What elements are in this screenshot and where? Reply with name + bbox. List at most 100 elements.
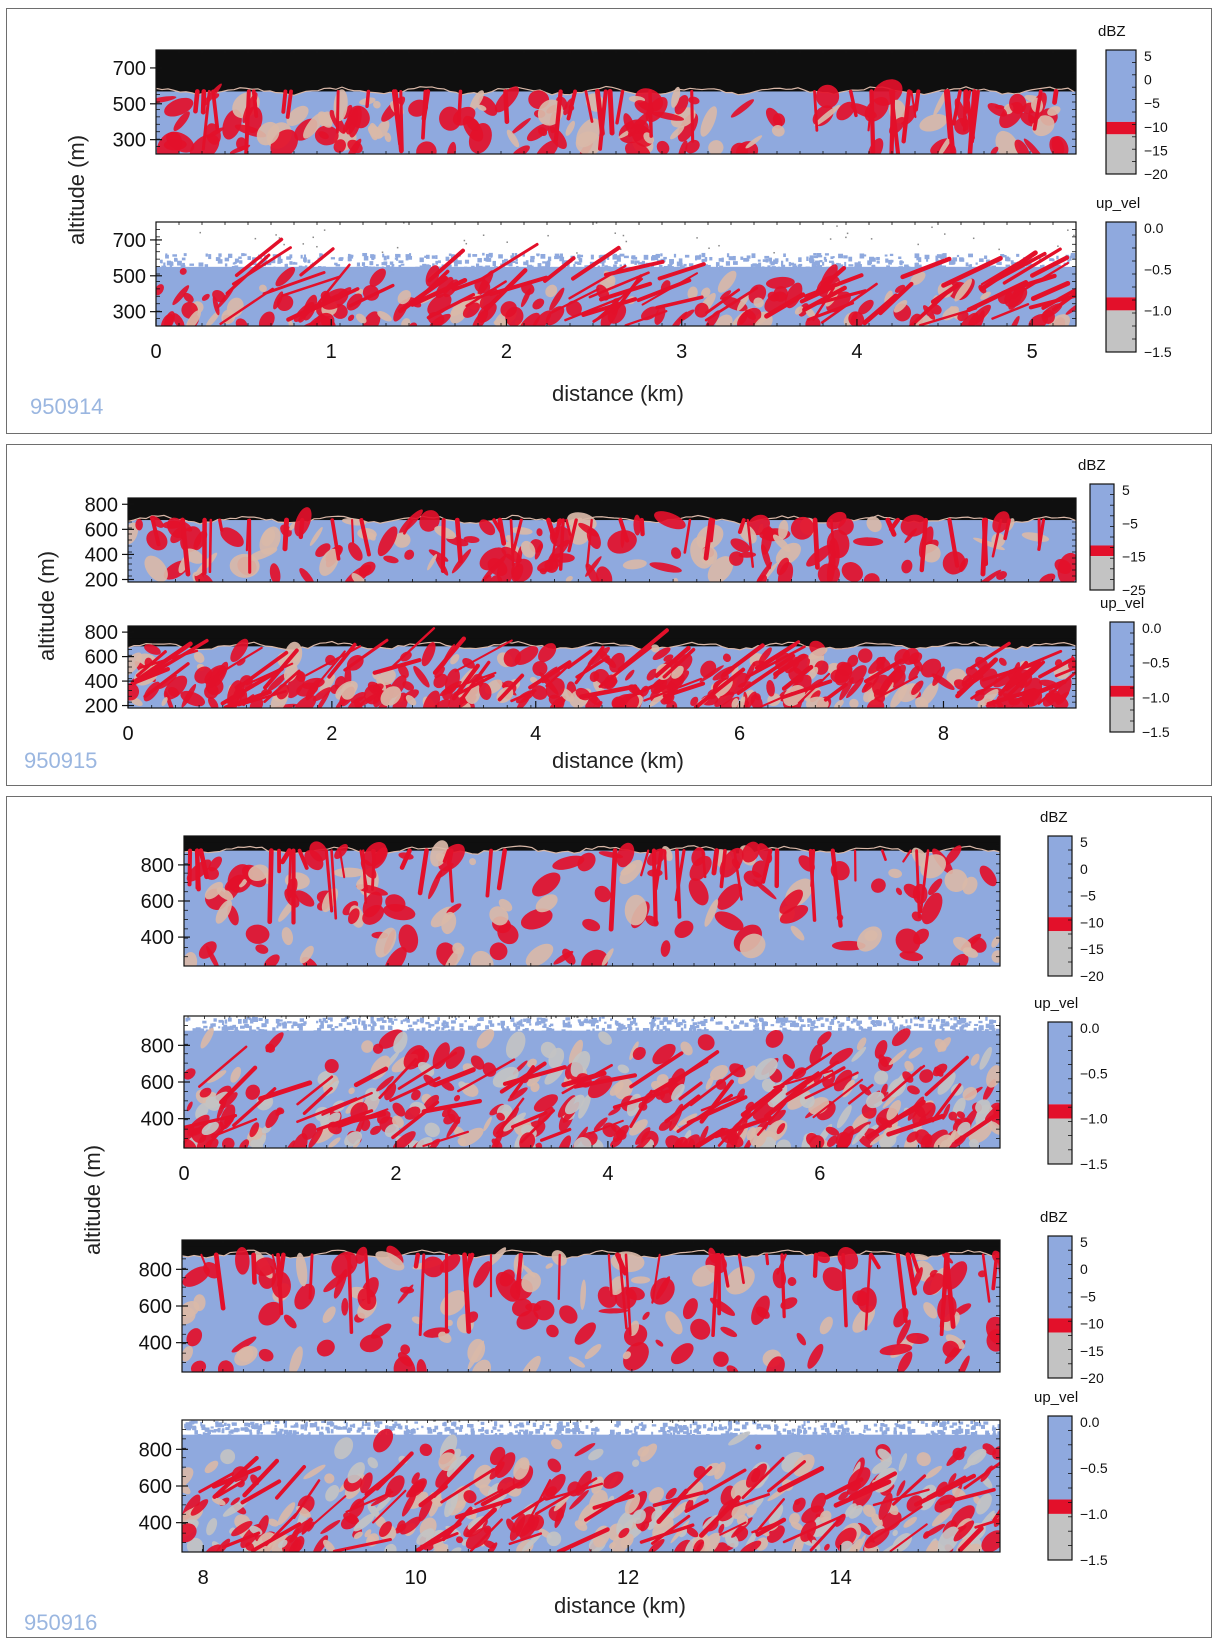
x-tick-label: 14 — [830, 1567, 852, 1589]
colorbar-label: −0.5 — [1080, 1460, 1108, 1476]
x-tick-label: 5 — [1027, 341, 1038, 363]
colorbar-label: 0.0 — [1080, 1020, 1100, 1036]
y-tick-label: 800 — [85, 622, 118, 644]
panel-950915-xlabel: distance (km) — [552, 748, 684, 773]
y-tick-label: 600 — [139, 1476, 172, 1498]
x-tick-label: 2 — [501, 341, 512, 363]
colorbar-label: −1.0 — [1080, 1506, 1108, 1522]
colorbar-title: dBZ — [1078, 457, 1106, 474]
chart-4-dBZ: 400 600 800 dBZ 5 0 −5 −10 −15 −20 — [141, 809, 1104, 984]
y-tick-label: 300 — [113, 130, 146, 152]
x-tick-label: 4 — [602, 1163, 613, 1185]
colorbar-label: 0 — [1144, 72, 1152, 88]
colorbar-gray — [1048, 931, 1072, 976]
colorbar-label: −20 — [1144, 166, 1168, 182]
colorbar-label: −10 — [1080, 1316, 1104, 1332]
field-structures — [128, 626, 1076, 708]
colorbar-label: −5 — [1122, 515, 1138, 531]
colorbar-title: dBZ — [1040, 809, 1068, 826]
field-structures — [182, 1240, 1000, 1372]
y-tick-label: 400 — [141, 1109, 174, 1131]
y-tick-label: 300 — [113, 302, 146, 324]
x-tick-label: 4 — [851, 341, 862, 363]
chart-0-dBZ: 300 500 700 dBZ 5 0 −5 −10 −15 −20 — [113, 23, 1168, 182]
panel-950916-ylabel: altitude (m) — [80, 1145, 105, 1255]
y-tick-label: 800 — [139, 1259, 172, 1281]
colorbar-red — [1110, 685, 1134, 697]
x-tick-label: 8 — [938, 723, 949, 745]
colorbar-dBZ: dBZ 5 0 −5 −10 −15 −20 — [1040, 809, 1104, 984]
x-tick-label: 10 — [405, 1567, 427, 1589]
colorbar-gray — [1106, 134, 1136, 174]
colorbar-title: up_vel — [1100, 595, 1144, 612]
colorbar-label: 0.0 — [1080, 1414, 1100, 1430]
colorbar-label: 5 — [1080, 834, 1088, 850]
colorbar-title: up_vel — [1034, 995, 1078, 1012]
colorbar-label: 0 — [1080, 861, 1088, 877]
y-tick-label: 600 — [139, 1296, 172, 1318]
colorbar-red — [1048, 917, 1072, 932]
y-tick-label: 600 — [141, 891, 174, 913]
colorbar-label: −0.5 — [1080, 1065, 1108, 1081]
colorbar-label: −10 — [1080, 914, 1104, 930]
x-tick-label: 0 — [122, 723, 133, 745]
field-structures — [156, 50, 1076, 154]
colorbar-label: −1.0 — [1142, 689, 1170, 705]
colorbar-blue — [1048, 1416, 1072, 1500]
panel-950914-date: 950914 — [30, 394, 104, 419]
y-tick-label: 400 — [139, 1513, 172, 1535]
colorbar-label: −5 — [1144, 95, 1160, 111]
panel-950914-frame — [6, 8, 1212, 434]
panel-950914-ylabel: altitude (m) — [64, 135, 89, 245]
chart-2-dBZ: 200 400 600 800 dBZ 5 −5 −15 −25 — [85, 457, 1146, 598]
panel-950915-frame — [6, 444, 1212, 786]
colorbar-dBZ: dBZ 5 −5 −15 −25 — [1078, 457, 1146, 598]
field-structures — [156, 222, 1076, 326]
colorbar-label: −1.5 — [1144, 344, 1172, 360]
colorbar-label: 0.0 — [1142, 620, 1162, 636]
x-tick-label: 2 — [390, 1163, 401, 1185]
chart-6-dBZ: 400 600 800 dBZ 5 0 −5 −10 −15 −20 — [139, 1209, 1104, 1386]
colorbar-red — [1106, 121, 1136, 135]
colorbar-blue — [1090, 484, 1114, 546]
y-tick-label: 400 — [141, 927, 174, 949]
x-tick-label: 2 — [326, 723, 337, 745]
colorbar-title: dBZ — [1098, 23, 1126, 40]
colorbar-gray — [1106, 310, 1136, 352]
colorbar-label: −15 — [1080, 941, 1104, 957]
y-tick-label: 400 — [139, 1333, 172, 1355]
colorbar-title: dBZ — [1040, 1209, 1068, 1226]
panel-950916-xlabel: distance (km) — [554, 1593, 686, 1618]
y-tick-label: 500 — [113, 94, 146, 116]
y-tick-label: 500 — [113, 266, 146, 288]
panel-950916-date: 950916 — [24, 1610, 98, 1635]
colorbar-dBZ: dBZ 5 0 −5 −10 −15 −20 — [1098, 23, 1168, 182]
colorbar-label: −20 — [1080, 1370, 1104, 1386]
x-tick-label: 12 — [617, 1567, 639, 1589]
colorbar-gray — [1090, 556, 1114, 590]
y-tick-label: 800 — [85, 494, 118, 516]
colorbar-red — [1048, 1318, 1072, 1333]
colorbar-label: −15 — [1144, 142, 1168, 158]
colorbar-dBZ: dBZ 5 0 −5 −10 −15 −20 — [1040, 1209, 1104, 1386]
x-tick-label: 6 — [814, 1163, 825, 1185]
colorbar-label: −25 — [1122, 582, 1146, 598]
panel-950916-frame — [6, 796, 1212, 1638]
colorbar-blue — [1048, 1022, 1072, 1105]
colorbar-gray — [1048, 1513, 1072, 1560]
field-structures — [182, 1420, 1000, 1552]
colorbar-label: −0.5 — [1144, 261, 1172, 277]
x-tick-label: 6 — [734, 723, 745, 745]
field-structures — [184, 836, 1000, 966]
y-tick-label: 800 — [139, 1439, 172, 1461]
colorbar-label: −1.5 — [1142, 724, 1170, 740]
y-tick-label: 200 — [85, 696, 118, 718]
colorbar-gray — [1048, 1118, 1072, 1164]
